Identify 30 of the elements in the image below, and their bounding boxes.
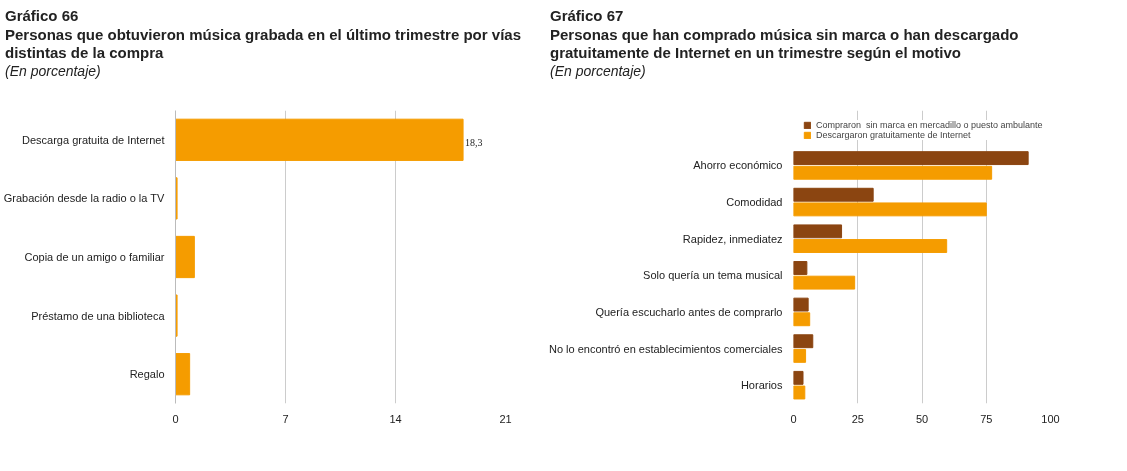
text: (En porcentaje): [5, 61, 102, 81]
y-tick-label: No lo encontró en establecimientos comerciales: [548, 342, 783, 355]
x-tick-label: 0: [172, 412, 179, 425]
x-tick-label: 14: [389, 412, 402, 425]
x-tick-label: 25: [851, 412, 864, 425]
y-tick-label: Quería escucharlo antes de comprarlo: [595, 305, 783, 318]
x-tick-label: 0: [790, 412, 797, 425]
y-tick-label: Ahorro económico: [693, 159, 783, 172]
chart-subtitle: Personas que obtuvieron música grabada en el último trimestre por vías distintas de la compra: [5, 26, 522, 61]
y-tick-label: Préstamo de una biblioteca: [31, 309, 166, 322]
text: Gráfico 66: [5, 6, 80, 26]
y-tick-label: Copia de un amigo o familiar: [24, 251, 165, 263]
x-tick-label: 100: [1041, 412, 1060, 425]
y-tick-label: Regalo: [129, 368, 165, 381]
text: (En porcentaje): [550, 61, 647, 81]
x-tick-label: 50: [915, 412, 929, 425]
x-tick-label: 75: [980, 412, 993, 425]
data-label: 18,3: [465, 136, 483, 148]
legend-label: Compraron sin marca en mercadillo o puesto ambulante: [816, 120, 1043, 130]
y-tick-label: Comodidad: [726, 196, 783, 209]
y-tick-label: Horarios: [740, 379, 783, 392]
text: Gráfico 67: [550, 6, 625, 26]
y-tick-label: Descarga gratuita de Internet: [22, 133, 165, 146]
x-tick-label: 21: [499, 412, 512, 425]
chart-subtitle: Personas que han comprado música sin marca o han descargado gratuitamente de Internet en un trimestre según el motivo: [550, 26, 1020, 61]
y-tick-label: Grabación desde la radio o la TV: [3, 192, 165, 205]
y-tick-label: Rapidez, inmediatez: [682, 232, 783, 245]
y-tick-label: Solo quería un tema musical: [643, 269, 783, 282]
x-tick-label: 7: [282, 412, 289, 425]
legend-label: Descargaron gratuitamente de Internet: [816, 130, 971, 140]
